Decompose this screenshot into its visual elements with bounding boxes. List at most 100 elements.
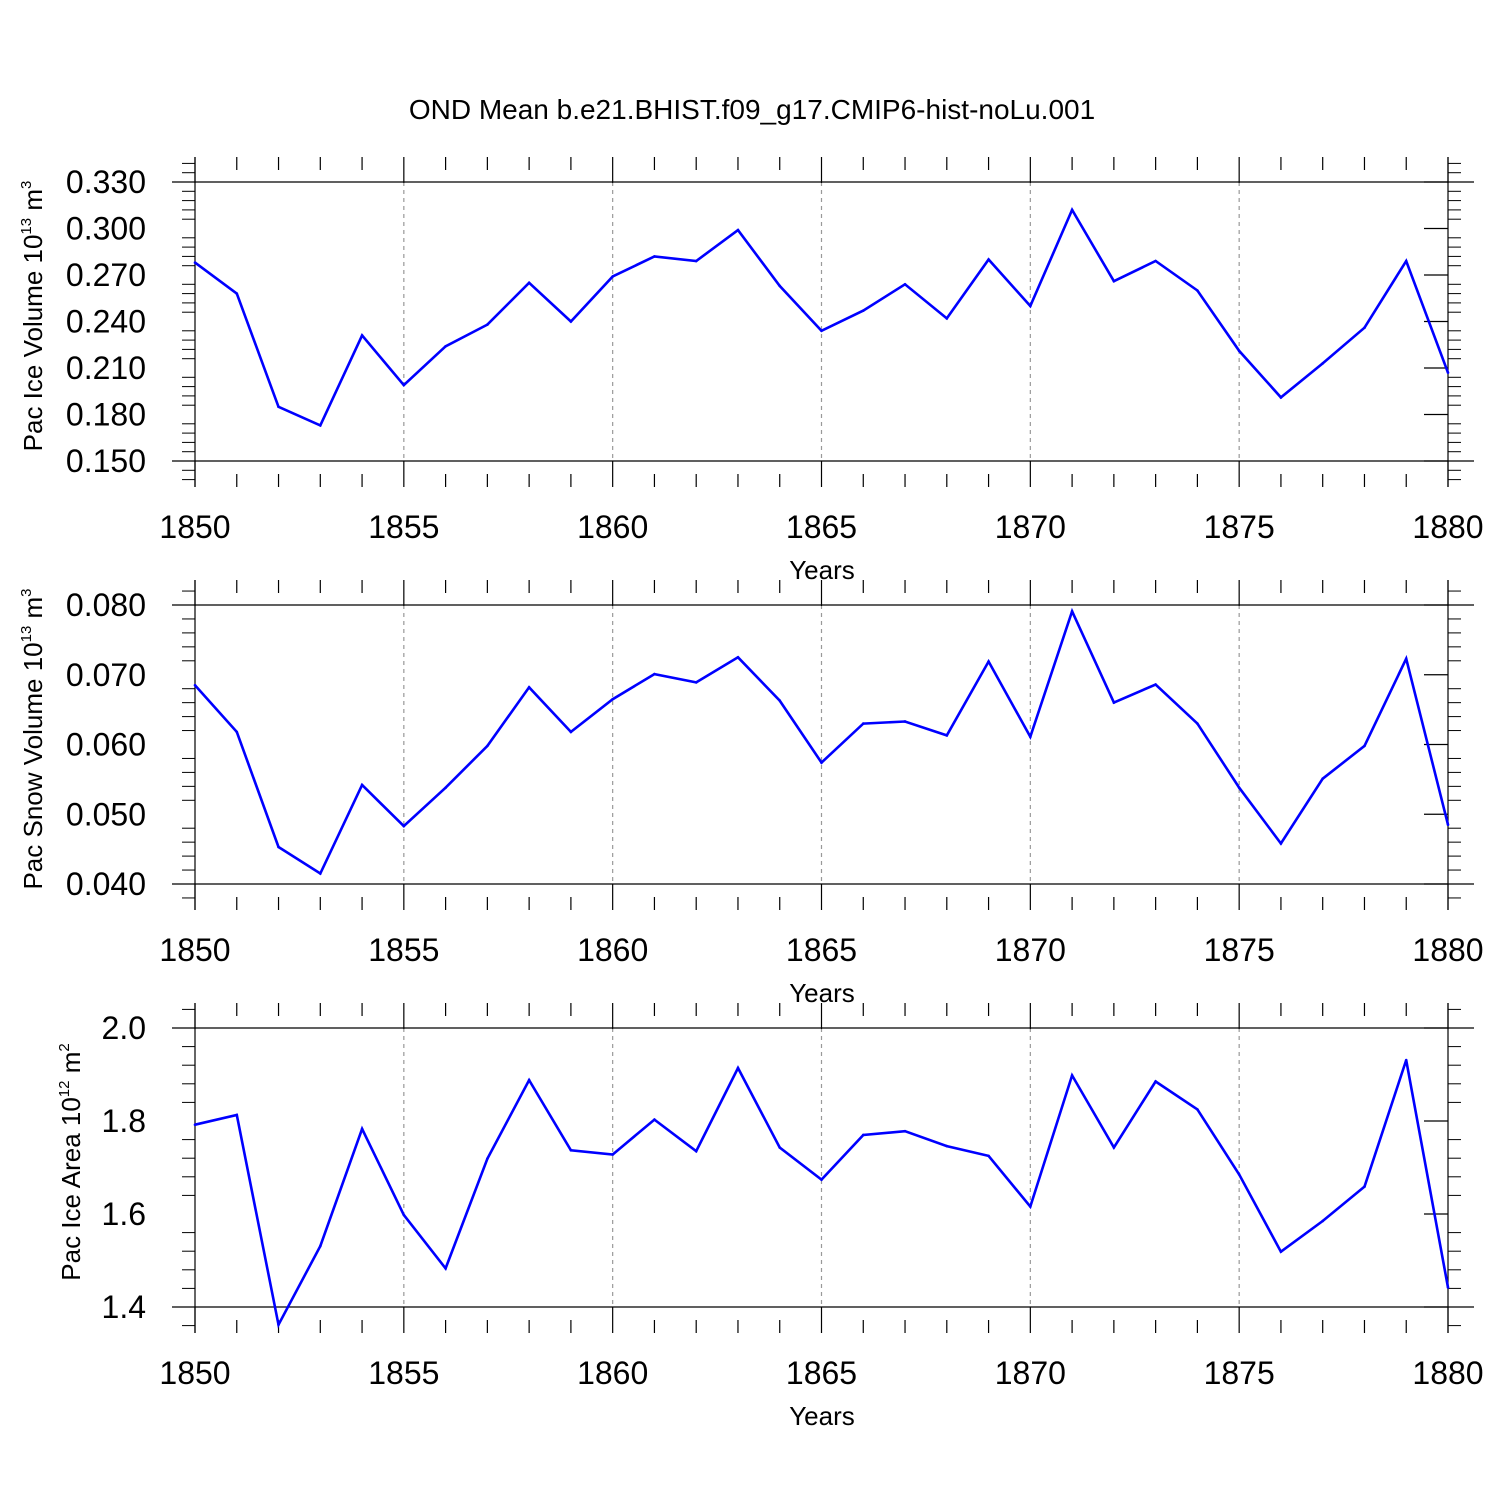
- data-point: [987, 660, 990, 663]
- y-tick-label: 0.150: [66, 443, 146, 479]
- y-tick-label: 0.330: [66, 164, 146, 200]
- chart-title: OND Mean b.e21.BHIST.f09_g17.CMIP6-hist-…: [409, 94, 1095, 125]
- y-tick-label: 1.4: [102, 1289, 146, 1325]
- data-point: [402, 1213, 406, 1217]
- data-point: [1446, 823, 1450, 827]
- data-point: [1112, 701, 1116, 704]
- panel-2: 0.040 0.050 0.060 0.070 0.080 1850 1855 1860 186…: [18, 580, 1484, 1008]
- data-point: [861, 722, 865, 725]
- data-point: [820, 761, 823, 764]
- x-tick-label: 1870: [995, 509, 1066, 545]
- data-point: [945, 734, 949, 737]
- data-point: [193, 1123, 197, 1127]
- data-point: [193, 683, 197, 687]
- data-point: [778, 284, 782, 288]
- data-point: [277, 1323, 280, 1326]
- x-axis-label: Years: [789, 1401, 855, 1431]
- x-tick-label: 1875: [1204, 932, 1275, 968]
- data-point: [1279, 842, 1283, 845]
- data-point: [360, 334, 364, 337]
- data-point: [486, 323, 489, 326]
- y-tick-label: 0.040: [66, 866, 146, 902]
- x-tick-label: 1855: [368, 932, 439, 968]
- y-tick-label: 2.0: [102, 1010, 146, 1046]
- x-tick-label: 1880: [1412, 932, 1483, 968]
- data-point: [277, 845, 280, 849]
- data-point: [444, 1267, 447, 1270]
- x-tick-label: 1865: [786, 932, 857, 968]
- data-point: [1154, 259, 1157, 263]
- y-tick-label: 1.6: [102, 1196, 146, 1232]
- data-point: [486, 1157, 489, 1160]
- panel-3: 1.4 1.6 1.8 2.0 1850 1855 1860 1865 1870 1875 1880…: [56, 1003, 1484, 1431]
- data-point: [987, 1154, 990, 1158]
- data-point: [319, 1244, 322, 1248]
- data-point: [611, 1153, 614, 1156]
- x-tick-label: 1875: [1204, 1355, 1275, 1391]
- y-tick-label: 1.8: [102, 1103, 146, 1139]
- data-point: [1404, 1058, 1408, 1062]
- data-point: [1321, 1219, 1324, 1223]
- y-tick-label: 0.080: [66, 587, 146, 623]
- data-point: [444, 786, 447, 790]
- data-point: [903, 283, 907, 286]
- data-point: [1154, 683, 1157, 686]
- data-point: [1196, 722, 1199, 725]
- x-tick-label: 1865: [786, 509, 857, 545]
- data-point: [861, 1133, 865, 1137]
- data-point: [1404, 657, 1408, 661]
- data-point: [319, 872, 322, 875]
- data-point: [1237, 786, 1241, 790]
- data-point: [611, 275, 614, 278]
- data-point: [653, 672, 656, 676]
- data-point: [736, 656, 740, 659]
- y-tick-label: 0.240: [66, 304, 146, 340]
- data-point: [1112, 1146, 1116, 1149]
- data-point: [444, 345, 447, 348]
- x-tick-label: 1865: [786, 1355, 857, 1391]
- data-point: [569, 730, 573, 734]
- data-point: [1321, 777, 1324, 780]
- x-tick-label: 1870: [995, 1355, 1066, 1391]
- y-axis-label: Pac Snow Volume 1013 m3: [18, 588, 48, 889]
- data-point: [1237, 1173, 1241, 1176]
- data-point: [1029, 735, 1032, 739]
- y-tick-label: 0.300: [66, 211, 146, 247]
- data-point: [527, 281, 531, 285]
- x-tick-label: 1860: [577, 1355, 648, 1391]
- data-point: [402, 383, 406, 387]
- data-point: [527, 1078, 531, 1082]
- x-tick-label: 1850: [159, 509, 230, 545]
- x-tick-label: 1860: [577, 509, 648, 545]
- y-axis-label: Pac Ice Volume 1013 m3: [18, 181, 48, 452]
- data-point: [903, 1129, 907, 1133]
- data-point: [778, 1146, 782, 1149]
- y-tick-label: 0.070: [66, 657, 146, 693]
- y-tick-label: 0.180: [66, 397, 146, 433]
- data-point: [569, 1148, 573, 1152]
- data-point: [653, 255, 656, 258]
- data-point: [736, 1066, 740, 1070]
- data-point: [235, 730, 239, 734]
- x-tick-label: 1875: [1204, 509, 1275, 545]
- x-tick-label: 1850: [159, 1355, 230, 1391]
- data-point: [1446, 1286, 1450, 1289]
- data-point: [820, 1178, 823, 1181]
- data-point: [1154, 1080, 1157, 1083]
- data-point: [1196, 289, 1199, 292]
- data-point: [1363, 1185, 1366, 1188]
- data-point: [861, 309, 865, 312]
- data-point: [1070, 1074, 1074, 1077]
- data-point: [402, 824, 406, 828]
- data-point: [1237, 349, 1241, 353]
- data-point: [1321, 362, 1324, 365]
- data-point: [1070, 609, 1074, 613]
- x-tick-label: 1880: [1412, 1355, 1483, 1391]
- y-tick-label: 0.210: [66, 350, 146, 386]
- data-point: [235, 292, 239, 295]
- data-point: [694, 681, 698, 684]
- y-tick-label: 0.050: [66, 796, 146, 832]
- data-point: [611, 697, 614, 701]
